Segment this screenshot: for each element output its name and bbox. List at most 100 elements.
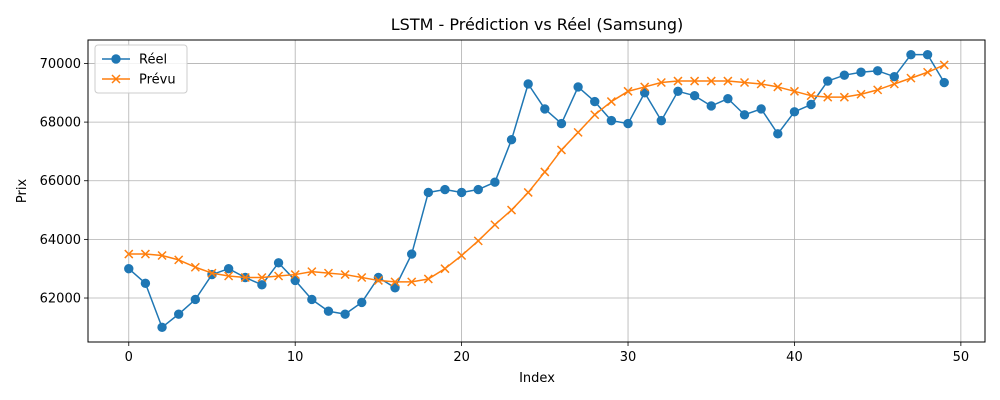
data-point [490, 220, 500, 230]
data-point [773, 82, 783, 92]
series-reel [124, 49, 949, 333]
data-point [257, 280, 267, 290]
legend-marker [111, 74, 121, 84]
series-prevu [124, 60, 949, 287]
legend-marker [111, 54, 121, 64]
data-point [789, 107, 800, 117]
data-point [440, 264, 450, 274]
data-point [823, 92, 833, 102]
data-point [274, 271, 284, 281]
data-point [723, 76, 733, 86]
series-line [128, 64, 945, 283]
axis-ticks: 0 10 20 30 40 50 62000 64000 66000 68000 70000 [40, 57, 970, 365]
data-point [240, 272, 250, 283]
data-point [556, 118, 567, 129]
data-point [323, 268, 334, 278]
data-point [906, 49, 916, 60]
data-point [174, 255, 184, 265]
data-point [690, 76, 700, 86]
series-layer [124, 49, 949, 333]
data-point [406, 249, 417, 259]
y-tick-label: 68000 [40, 116, 81, 131]
data-point [573, 127, 583, 137]
data-point [556, 145, 566, 155]
data-point [689, 91, 700, 101]
legend-item: Prévu [102, 73, 176, 88]
data-point [640, 82, 650, 92]
x-axis-label: Index [519, 371, 555, 386]
x-tick-label: 0 [125, 350, 133, 365]
data-point [207, 268, 217, 278]
data-point [473, 236, 483, 246]
legend: Réel Prévu [94, 44, 188, 94]
x-tick-label: 50 [953, 350, 970, 365]
data-point [357, 272, 367, 283]
grid-lines [88, 40, 985, 342]
data-point [623, 118, 633, 129]
data-point [507, 205, 517, 215]
data-point [756, 79, 766, 89]
data-point [124, 263, 134, 274]
data-point [656, 77, 666, 88]
data-point [357, 297, 367, 308]
series-line [128, 53, 945, 329]
x-tick-label: 30 [620, 350, 637, 365]
data-point [506, 134, 517, 145]
data-point [923, 67, 933, 77]
data-point [423, 187, 434, 198]
data-point [290, 275, 300, 286]
data-point [124, 249, 134, 259]
data-point [390, 277, 400, 287]
data-point [873, 85, 883, 95]
data-point [490, 177, 500, 187]
data-point [922, 49, 933, 60]
data-point [423, 274, 433, 284]
data-point [340, 270, 350, 280]
data-point [224, 271, 234, 281]
data-point [523, 79, 533, 89]
data-point [939, 77, 949, 88]
data-point [290, 270, 300, 280]
data-point [606, 115, 617, 126]
data-point [223, 263, 234, 274]
data-point [839, 92, 849, 102]
data-point [273, 258, 284, 268]
data-point [673, 76, 683, 86]
data-point [340, 309, 350, 319]
data-point [872, 66, 883, 76]
data-point [307, 294, 317, 305]
x-tick-label: 10 [287, 350, 304, 365]
x-tick-label: 40 [786, 350, 803, 365]
data-point [823, 76, 833, 86]
data-point [456, 187, 467, 198]
chart-title: LSTM - Prédiction vs Réel (Samsung) [391, 15, 683, 34]
data-point [889, 71, 900, 82]
data-point [623, 86, 633, 96]
legend-label: Prévu [139, 73, 176, 88]
data-point [739, 110, 750, 120]
data-point [856, 67, 866, 77]
data-point [673, 86, 683, 97]
data-point [323, 306, 334, 316]
plot-frame [87, 39, 986, 343]
data-point [157, 322, 167, 333]
data-point [457, 250, 467, 261]
data-point [856, 89, 866, 99]
data-point [839, 70, 850, 80]
y-tick-label: 62000 [40, 292, 81, 307]
y-tick-label: 70000 [40, 57, 81, 72]
data-point [307, 267, 317, 277]
data-point [540, 167, 550, 177]
data-point [140, 249, 150, 259]
data-point [639, 88, 650, 98]
data-point [257, 272, 267, 283]
data-point [523, 187, 533, 197]
data-point [773, 129, 783, 139]
data-point [590, 110, 600, 120]
x-tick-label: 20 [453, 350, 470, 365]
data-point [789, 86, 799, 96]
data-point [373, 275, 383, 285]
data-point [739, 77, 750, 88]
data-point [806, 99, 816, 110]
data-point [407, 277, 417, 287]
